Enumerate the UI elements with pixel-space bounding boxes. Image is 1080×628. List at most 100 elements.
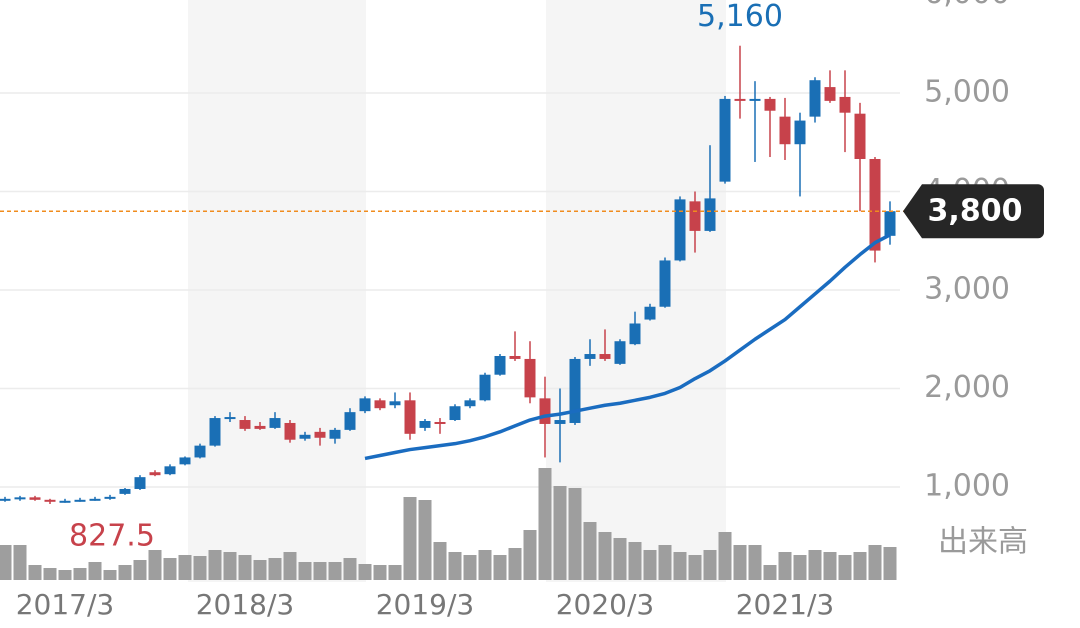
period-band bbox=[188, 0, 366, 582]
candle-body bbox=[89, 498, 101, 501]
candle-body bbox=[434, 421, 446, 424]
volume-bar bbox=[148, 550, 162, 580]
candle-body bbox=[59, 500, 71, 503]
volume-bar bbox=[538, 468, 552, 580]
candle-body bbox=[74, 499, 86, 502]
candle-body bbox=[854, 113, 866, 159]
candle-body bbox=[134, 477, 146, 489]
candle-body bbox=[674, 199, 686, 261]
volume-bar bbox=[883, 547, 897, 580]
candle-body bbox=[749, 98, 761, 101]
last-price-label: 3,800 bbox=[928, 194, 1023, 229]
period-band bbox=[546, 0, 726, 582]
x-tick-label: 2020/3 bbox=[556, 588, 655, 621]
candle-body bbox=[269, 418, 281, 428]
candle-body bbox=[584, 354, 596, 359]
volume-bar bbox=[478, 550, 492, 580]
candle-body bbox=[314, 431, 326, 438]
volume-bar bbox=[253, 560, 267, 580]
candle-body bbox=[389, 401, 401, 406]
candle-body bbox=[29, 497, 41, 500]
volume-bar bbox=[493, 555, 507, 580]
candle-body bbox=[809, 80, 821, 117]
candle-body bbox=[629, 323, 641, 345]
volume-bar bbox=[358, 564, 372, 580]
candle-body bbox=[494, 355, 506, 375]
candle-body bbox=[224, 417, 236, 420]
candle-body bbox=[689, 201, 701, 231]
volume-bar bbox=[523, 530, 537, 580]
candle-body bbox=[824, 87, 836, 101]
volume-bar bbox=[658, 545, 672, 580]
volume-bar bbox=[688, 555, 702, 580]
y-tick-label: 2,000 bbox=[924, 370, 1010, 405]
volume-bar bbox=[43, 568, 57, 580]
volume-bar bbox=[868, 545, 882, 580]
volume-bar bbox=[178, 555, 192, 580]
max-label: 5,160 bbox=[697, 0, 783, 34]
volume-bar bbox=[838, 555, 852, 580]
y-tick-label: 5,000 bbox=[924, 75, 1010, 110]
volume-bar bbox=[283, 552, 297, 580]
x-tick-label: 2018/3 bbox=[196, 588, 295, 621]
candle-body bbox=[479, 374, 491, 401]
candle-body bbox=[449, 406, 461, 421]
volume-bar bbox=[433, 542, 447, 580]
volume-bar bbox=[703, 550, 717, 580]
volume-bar bbox=[628, 542, 642, 580]
volume-bar bbox=[673, 552, 687, 580]
volume-bar bbox=[823, 552, 837, 580]
candle-body bbox=[344, 412, 356, 430]
volume-bar bbox=[853, 552, 867, 580]
candle-body bbox=[539, 398, 551, 424]
candle-body bbox=[839, 96, 851, 113]
candle-body bbox=[299, 434, 311, 439]
candle-body bbox=[599, 354, 611, 359]
volume-bar bbox=[343, 558, 357, 580]
candle-body bbox=[884, 211, 896, 236]
candle-body bbox=[194, 445, 206, 458]
volume-bar bbox=[793, 555, 807, 580]
candle-body bbox=[464, 400, 476, 407]
candle-body bbox=[719, 98, 731, 182]
volume-bar bbox=[748, 545, 762, 580]
y-tick-label: 3,000 bbox=[924, 272, 1010, 307]
y-tick-label: 1,000 bbox=[924, 469, 1010, 504]
volume-bar bbox=[613, 538, 627, 580]
last-price-tag bbox=[903, 184, 1044, 239]
min-label: 827.5 bbox=[69, 519, 155, 554]
volume-bar bbox=[223, 552, 237, 580]
volume-bar bbox=[193, 556, 207, 580]
candle-body bbox=[359, 398, 371, 412]
candle-body bbox=[104, 496, 116, 499]
y-tick-label: 6,000 bbox=[924, 0, 1010, 11]
volume-bar bbox=[508, 548, 522, 580]
candle-body bbox=[419, 421, 431, 428]
volume-bar bbox=[718, 532, 732, 580]
volume-bar bbox=[643, 550, 657, 580]
volume-bar bbox=[598, 532, 612, 580]
candle-body bbox=[254, 425, 266, 429]
x-tick-label: 2021/3 bbox=[736, 588, 835, 621]
candle-body bbox=[329, 429, 341, 439]
candle-body bbox=[554, 420, 566, 424]
x-tick-label: 2017/3 bbox=[16, 588, 115, 621]
volume-bar bbox=[28, 565, 42, 580]
candle-body bbox=[569, 358, 581, 423]
candle-body bbox=[209, 418, 221, 446]
volume-bar bbox=[298, 562, 312, 580]
volume-bar bbox=[13, 545, 27, 580]
candle-body bbox=[164, 466, 176, 475]
volume-bar bbox=[73, 568, 87, 580]
volume-bar bbox=[583, 522, 597, 580]
candle-body bbox=[179, 457, 191, 465]
candle-body bbox=[734, 98, 746, 101]
candle-body bbox=[14, 497, 26, 500]
moving-average-line bbox=[364, 233, 891, 461]
volume-bar bbox=[778, 552, 792, 580]
candle-body bbox=[779, 116, 791, 145]
candle-body bbox=[764, 98, 776, 111]
volume-bar bbox=[88, 562, 102, 580]
volume-bar bbox=[0, 545, 12, 580]
candle-body bbox=[509, 355, 521, 359]
